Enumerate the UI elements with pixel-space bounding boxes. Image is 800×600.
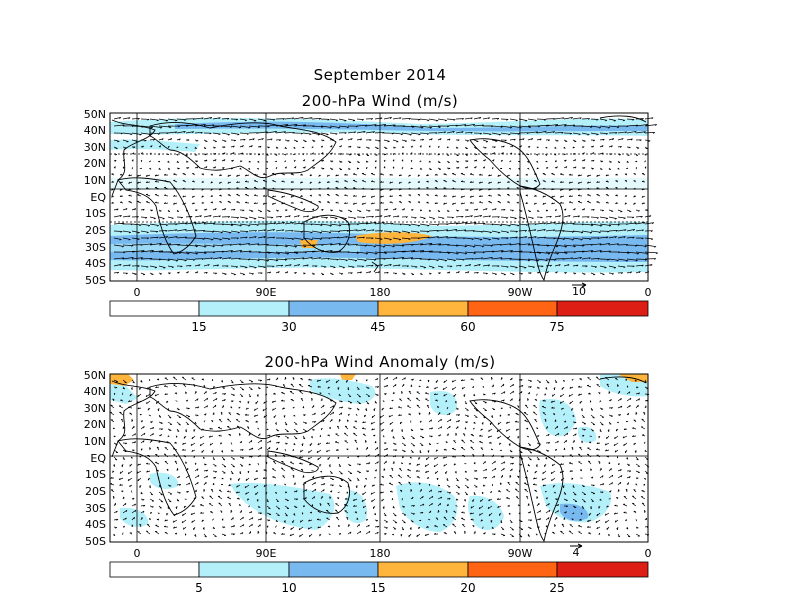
lon-label: 90W [508,547,533,560]
lon-label: 180 [370,286,391,299]
wind-speed-shading [110,117,648,273]
lat-label: 40S [85,518,106,531]
lat-label: 10S [85,207,106,220]
lon-label: 0 [134,547,141,560]
reference-vector-label: 10 [572,285,586,298]
lat-label: 50N [84,108,106,121]
reference-vector: 10 [572,282,587,298]
lat-label: 10N [84,435,106,448]
lat-label: 40S [85,257,106,270]
colorbar-segment [556,300,649,317]
lat-label: 50S [85,274,106,287]
colorbar-label: 45 [370,320,385,334]
lon-label: 90W [508,286,533,299]
colorbar-label: 25 [549,581,564,595]
latitude-axis: 50N 40N 30N 20N 10N EQ 10S 20S 30S 40S 5… [84,369,107,548]
colorbar-segment [467,561,558,578]
lon-label: 90E [256,547,277,560]
lat-label: 50S [85,535,106,548]
colorbar-wind: 15 30 45 60 75 [109,300,649,334]
lat-label: 30S [85,241,106,254]
anomaly-map-panel: 50N 40N 30N 20N 10N EQ 10S 20S 30S 40S 5… [84,369,652,595]
colorbar-label: 75 [549,320,564,334]
lat-label: 20S [85,485,106,498]
lat-label: EQ [90,191,106,204]
lon-label: 0 [645,547,652,560]
latitude-axis: 50N 40N 30N 20N 10N EQ 10S 20S 30S 40S 5… [84,108,107,287]
lat-label: 20N [84,418,106,431]
lat-label: 30N [84,141,106,154]
lat-label: 30S [85,502,106,515]
colorbar-segment [109,300,200,317]
lon-label: 180 [370,547,391,560]
map-frame [109,112,649,282]
colorbar-label: 60 [460,320,475,334]
colorbar-segment [377,300,469,317]
colorbar-label: 15 [191,320,206,334]
colorbar-segment [109,561,200,578]
colorbar-label: 5 [195,581,203,595]
anomaly-vector-field [109,376,650,538]
colorbar-segment [556,561,649,578]
panel-title-wind: 200-hPa Wind (m/s) [301,92,459,110]
lat-label: 30N [84,402,106,415]
lon-label: 0 [645,286,652,299]
colorbar-segment [288,300,379,317]
colorbar-label: 30 [281,320,296,334]
lat-label: 20N [84,157,106,170]
lat-label: 20S [85,224,106,237]
lat-label: 40N [84,124,106,137]
lon-label: 0 [134,286,141,299]
wind-vector-arrows [109,376,650,538]
colorbar-segment [198,561,290,578]
reference-vector: 4 [570,543,583,559]
coastlines [111,376,647,543]
lon-label: 90E [256,286,277,299]
panel-title-anomaly: 200-hPa Wind Anomaly (m/s) [264,353,496,371]
map-grid [110,113,648,281]
colorbar-segment [467,300,558,317]
colorbar-segment [288,561,379,578]
colorbar-label: 10 [281,581,296,595]
colorbar-segment [377,561,469,578]
colorbar-anomaly: 5 10 15 20 25 [109,561,649,595]
map-grid [110,374,648,542]
longitude-axis: 0 90E 180 90W 0 [134,286,652,299]
reference-vector-label: 4 [573,546,580,559]
figure-title: September 2014 [313,66,447,84]
lat-label: 50N [84,369,106,382]
colorbar-label: 15 [370,581,385,595]
coastlines [111,115,647,282]
lat-label: 10S [85,468,106,481]
lat-label: EQ [90,452,106,465]
lat-label: 40N [84,385,106,398]
colorbar-segment [198,300,290,317]
wind-map-panel: 50N 40N 30N 20N 10N EQ 10S 20S 30S 40S 5… [84,108,658,334]
colorbar-label: 20 [460,581,475,595]
lat-label: 10N [84,174,106,187]
longitude-axis: 0 90E 180 90W 0 [134,547,652,560]
map-frame [109,373,649,543]
